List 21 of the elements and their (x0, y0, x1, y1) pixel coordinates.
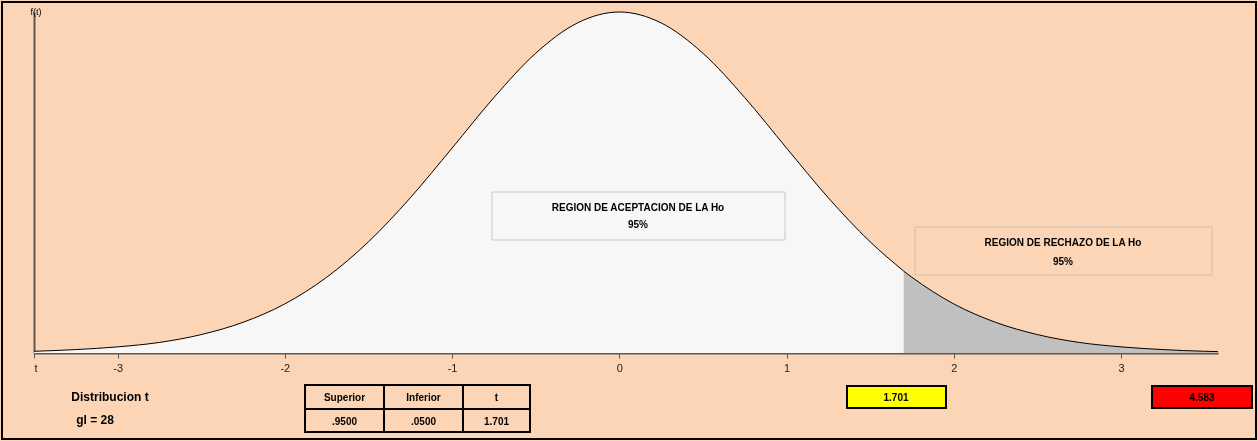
x-tick-label: 0 (616, 361, 623, 374)
text: gl = 28 (76, 413, 115, 427)
x-tick-label: 2 (951, 361, 958, 374)
x-tick-label: t (34, 361, 38, 374)
text: Distribucion t (71, 390, 149, 404)
text: t (494, 392, 499, 403)
text: 1.701 (483, 415, 510, 427)
x-tick-label: -2 (280, 361, 291, 374)
text: .0500 (410, 415, 437, 427)
text: .9500 (331, 415, 358, 427)
x-tick-label: 1 (783, 361, 791, 374)
annotation: REGION DE ACEPTACION DE LA Ho 95% (551, 202, 725, 230)
x-tick-label: -1 (447, 361, 458, 374)
text: 4.583 (1189, 392, 1215, 403)
text: 1.701 (883, 392, 909, 403)
text: Superior (323, 392, 366, 403)
x-tick-label: 3 (1118, 361, 1125, 374)
y-axis-title: f(t) (30, 7, 42, 17)
annotation: REGION DE RECHAZO DE LA Ho 95% (984, 237, 1142, 267)
text: Inferior (406, 392, 441, 403)
x-tick-label: -3 (113, 361, 124, 374)
